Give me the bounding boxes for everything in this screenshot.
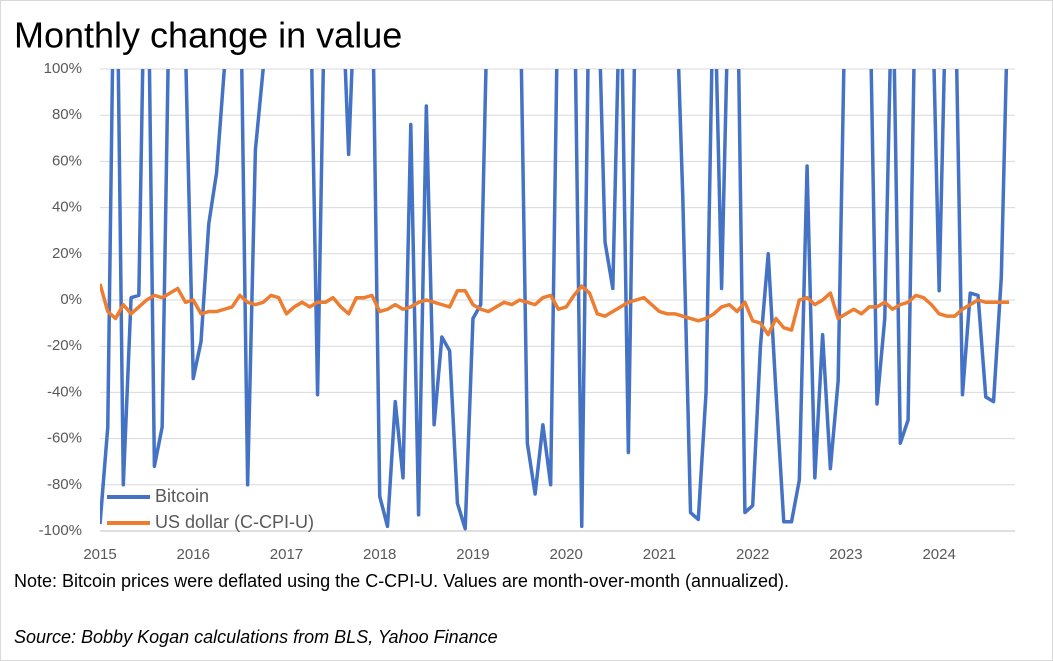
y-tick-label: -40% (47, 383, 82, 400)
note: Note: Bitcoin prices were deflated using… (14, 571, 789, 591)
y-tick-label: 40% (52, 199, 82, 216)
x-tick-label: 2016 (177, 546, 210, 563)
x-tick-label: 2017 (270, 546, 303, 563)
y-tick-label: -20% (47, 337, 82, 354)
y-tick-label: 100% (44, 60, 82, 77)
x-tick-label: 2019 (456, 546, 489, 563)
legend-label: Bitcoin (155, 486, 209, 506)
y-tick-label: 80% (52, 106, 82, 123)
y-tick-label: -60% (47, 430, 82, 447)
series-line (100, 283, 1010, 337)
legend-label: US dollar (C-CPI-U) (155, 512, 314, 532)
series-line (100, 69, 1009, 531)
y-tick-label: -80% (47, 476, 82, 493)
x-tick-label: 2022 (736, 546, 769, 563)
x-tick-label: 2015 (83, 546, 116, 563)
chart-title: Monthly change in value (14, 15, 402, 56)
plot-area (100, 69, 1010, 531)
x-tick-label: 2024 (922, 546, 955, 563)
source: Source: Bobby Kogan calculations from BL… (14, 627, 498, 647)
x-tick-label: 2020 (550, 546, 583, 563)
x-tick-label: 2023 (829, 546, 862, 563)
y-tick-label: 20% (52, 245, 82, 262)
y-tick-label: 60% (52, 152, 82, 169)
x-tick-label: 2018 (363, 546, 396, 563)
x-tick-label: 2021 (643, 546, 676, 563)
y-tick-label: 0% (60, 291, 82, 308)
y-tick-label: -100% (39, 522, 82, 539)
